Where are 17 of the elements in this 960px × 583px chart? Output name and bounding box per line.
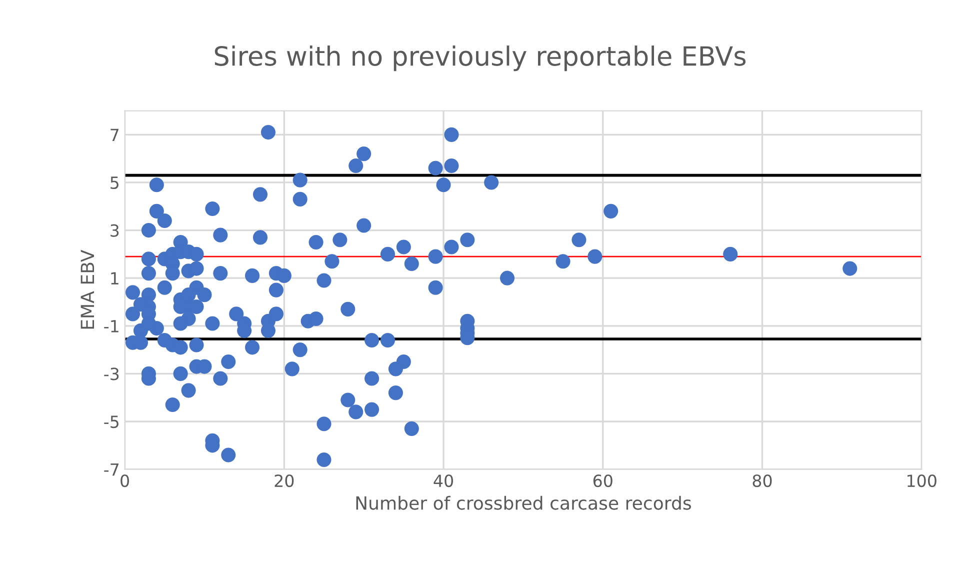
- y-axis-title: EMA EBV: [80, 250, 94, 329]
- x-tick-label: 60: [593, 474, 612, 488]
- y-tick-label: 7: [110, 128, 119, 142]
- x-tick-label: 40: [434, 474, 454, 488]
- y-tick-label: 5: [110, 176, 118, 190]
- x-axis-title: Number of crossbred carcase records: [356, 496, 691, 510]
- y-tick-label: -1: [104, 320, 118, 332]
- y-tick-label: -5: [104, 416, 118, 428]
- y-tick-label: -3: [104, 368, 119, 380]
- x-tick-label: 80: [752, 474, 772, 488]
- x-tick-label: 0: [120, 474, 129, 488]
- y-tick-label: 1: [111, 272, 118, 284]
- x-tick-label: 100: [908, 474, 936, 488]
- y-tick-label: -7: [104, 463, 119, 476]
- x-tick-label: 20: [274, 474, 294, 488]
- y-tick-label: 3: [110, 224, 119, 237]
- chart-title: Sires with no previously reportable EBVs: [214, 46, 746, 72]
